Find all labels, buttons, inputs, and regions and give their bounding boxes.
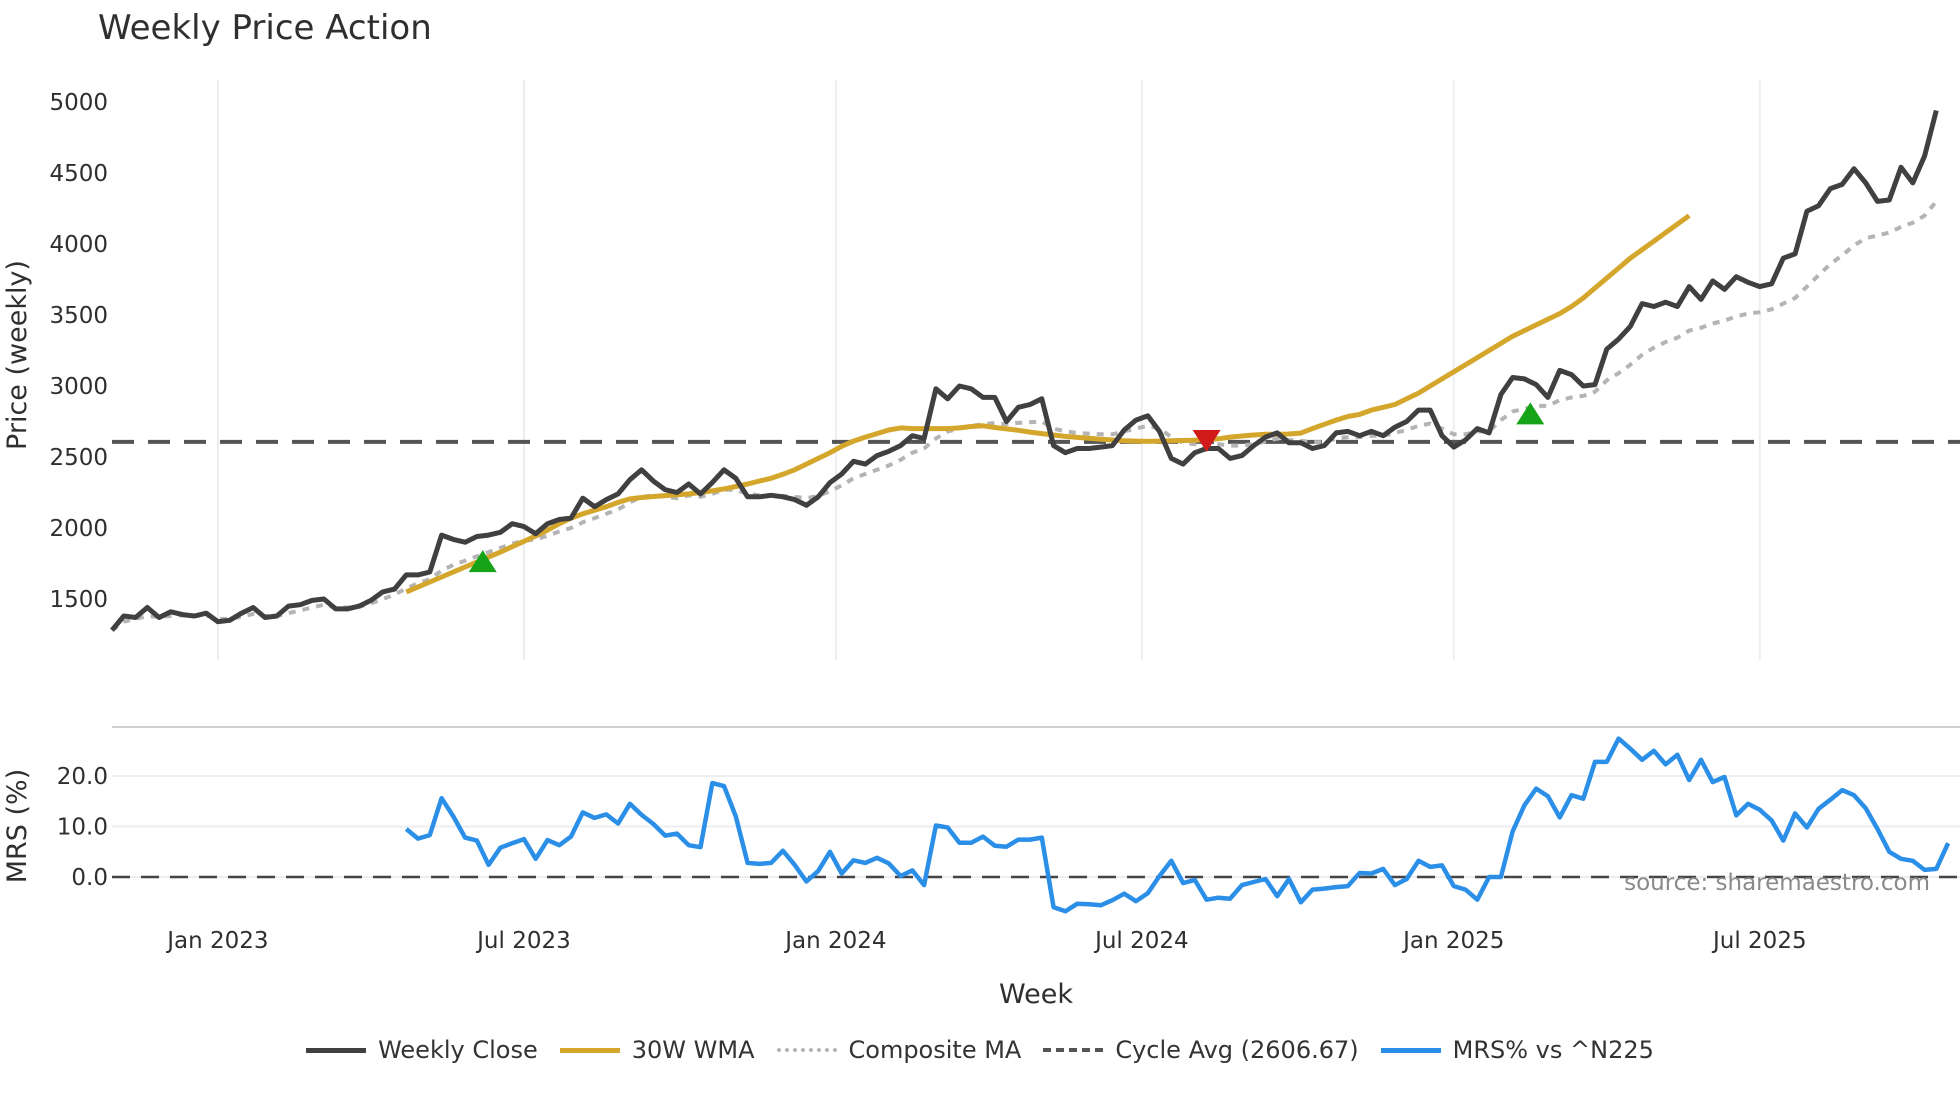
signal-markers xyxy=(468,402,1545,573)
y-tick-label: 10.0 xyxy=(57,815,108,841)
legend-item-mrs[interactable]: MRS% vs ^N225 xyxy=(1380,1036,1654,1064)
legend-label: Weekly Close xyxy=(378,1036,538,1064)
price-y-axis: 1500 2000 2500 3000 3500 4000 4500 5000 xyxy=(49,90,108,613)
gridlines xyxy=(112,80,1960,878)
y-tick-label: 4000 xyxy=(49,232,108,258)
y-tick-label: 3500 xyxy=(49,303,108,329)
wma-line xyxy=(405,213,1691,595)
legend-label: 30W WMA xyxy=(631,1036,755,1064)
y-tick-label: 2000 xyxy=(49,516,108,542)
line-swatch-icon xyxy=(1380,1047,1441,1053)
x-axis: Jan 2023 Jul 2023 Jan 2024 Jul 2024 Jan 2025… xyxy=(165,928,1806,954)
buy-signal-triangle-up-icon xyxy=(468,550,497,573)
y-tick-label: 3000 xyxy=(49,374,108,400)
legend: Weekly Close 30W WMA Composite MA Cycle … xyxy=(0,1036,1960,1064)
line-swatch-icon xyxy=(306,1047,367,1053)
price-panel xyxy=(110,109,1960,632)
weekly-close-line xyxy=(110,109,1939,632)
mrs-y-axis-title: MRS (%) xyxy=(2,769,33,884)
x-tick-label: Jul 2023 xyxy=(475,928,571,954)
x-tick-label: Jan 2023 xyxy=(165,928,268,954)
y-tick-label: 1500 xyxy=(49,587,108,613)
y-tick-label: 0.0 xyxy=(71,865,108,891)
buy-signal-triangle-up-icon xyxy=(1516,402,1545,425)
source-watermark: source: sharemaestro.com xyxy=(1624,870,1930,896)
dotted-swatch-icon xyxy=(776,1048,837,1052)
mrs-panel xyxy=(112,736,1960,914)
sell-signal-triangle-down-icon xyxy=(1192,429,1221,452)
mrs-line xyxy=(404,736,1951,914)
price-y-axis-title: Price (weekly) xyxy=(2,260,33,450)
y-tick-label: 20.0 xyxy=(57,764,108,790)
composite-ma-line xyxy=(110,200,1938,632)
line-swatch-icon xyxy=(559,1047,620,1053)
chart-title: Weekly Price Action xyxy=(98,8,432,48)
x-axis-title: Week xyxy=(999,979,1073,1010)
legend-label: Composite MA xyxy=(848,1036,1022,1064)
legend-item-cycle-avg[interactable]: Cycle Avg (2606.67) xyxy=(1043,1036,1359,1064)
mrs-y-axis: 0.0 10.0 20.0 xyxy=(57,764,108,891)
legend-label: Cycle Avg (2606.67) xyxy=(1115,1036,1359,1064)
y-tick-label: 2500 xyxy=(49,445,108,471)
dashed-swatch-icon xyxy=(1043,1048,1104,1052)
legend-label: MRS% vs ^N225 xyxy=(1452,1036,1654,1064)
x-tick-label: Jul 2025 xyxy=(1711,928,1807,954)
x-tick-label: Jan 2024 xyxy=(783,928,886,954)
y-tick-label: 4500 xyxy=(49,161,108,187)
x-tick-label: Jul 2024 xyxy=(1093,928,1189,954)
chart-canvas: 1500 2000 2500 3000 3500 4000 4500 5000 0.0 10.0… xyxy=(2,80,1960,1010)
legend-item-30w-wma[interactable]: 30W WMA xyxy=(559,1036,755,1064)
legend-item-weekly-close[interactable]: Weekly Close xyxy=(306,1036,538,1064)
x-tick-label: Jan 2025 xyxy=(1401,928,1504,954)
y-tick-label: 5000 xyxy=(49,90,108,116)
legend-item-composite-ma[interactable]: Composite MA xyxy=(776,1036,1022,1064)
